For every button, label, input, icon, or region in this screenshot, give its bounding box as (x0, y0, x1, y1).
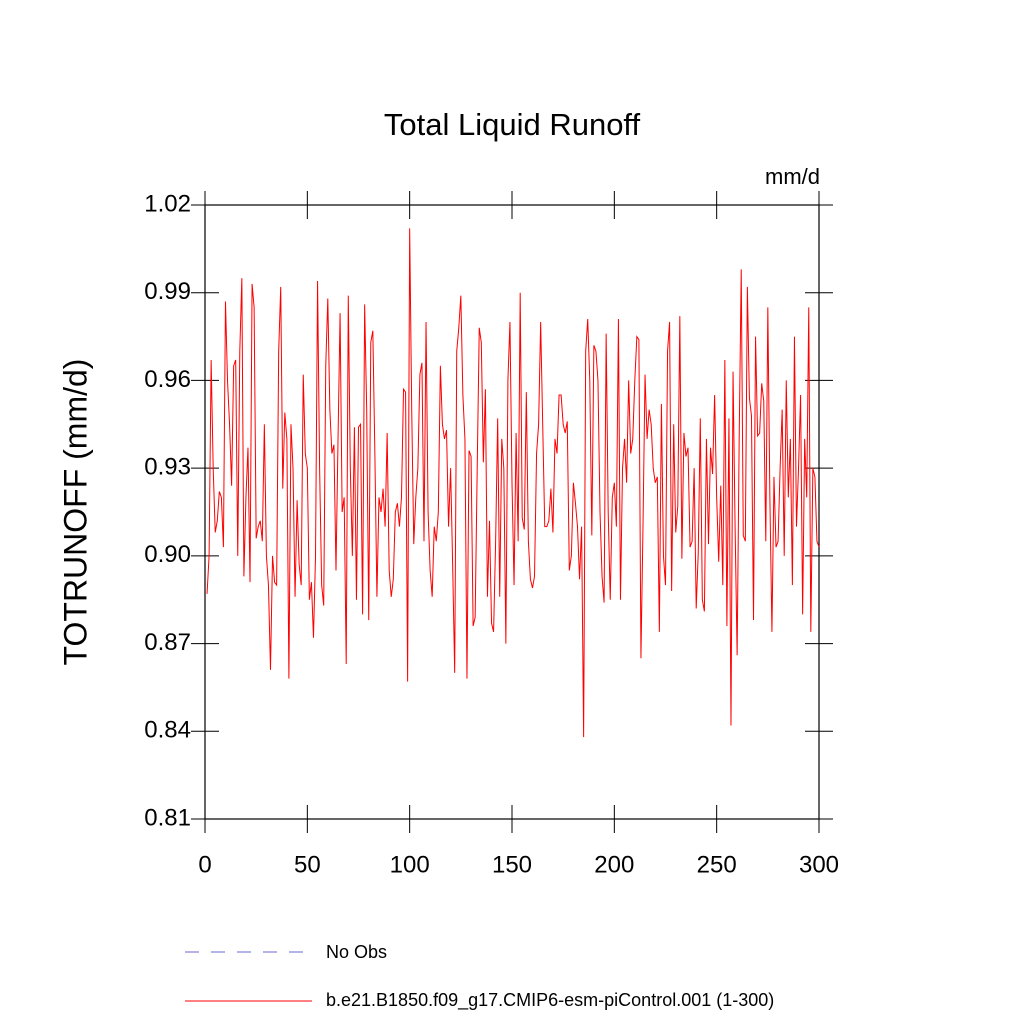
y-axis-label: TOTRUNOFF (mm/d) (57, 359, 93, 666)
x-tick-label: 50 (294, 851, 321, 878)
chart-title: Total Liquid Runoff (384, 107, 641, 142)
x-tick-label: 250 (697, 851, 737, 878)
y-tick-label: 0.84 (144, 717, 191, 744)
x-tick-label: 100 (390, 851, 430, 878)
legend-label: b.e21.B1850.f09_g17.CMIP6-esm-piControl.… (326, 990, 774, 1011)
y-tick-label: 0.90 (144, 541, 191, 568)
x-tick-label: 0 (198, 851, 211, 878)
x-tick-label: 300 (799, 851, 839, 878)
y-tick-label: 0.99 (144, 278, 191, 305)
y-tick-label: 1.02 (144, 190, 191, 217)
legend-label: No Obs (326, 942, 387, 962)
y-tick-label: 0.96 (144, 366, 191, 393)
y-tick-label: 0.87 (144, 629, 191, 656)
x-tick-label: 200 (594, 851, 634, 878)
series-line (206, 228, 820, 738)
y-tick-label: 0.81 (144, 804, 191, 831)
x-tick-label: 150 (492, 851, 532, 878)
y-tick-label: 0.93 (144, 453, 191, 480)
units-label: mm/d (765, 164, 820, 189)
